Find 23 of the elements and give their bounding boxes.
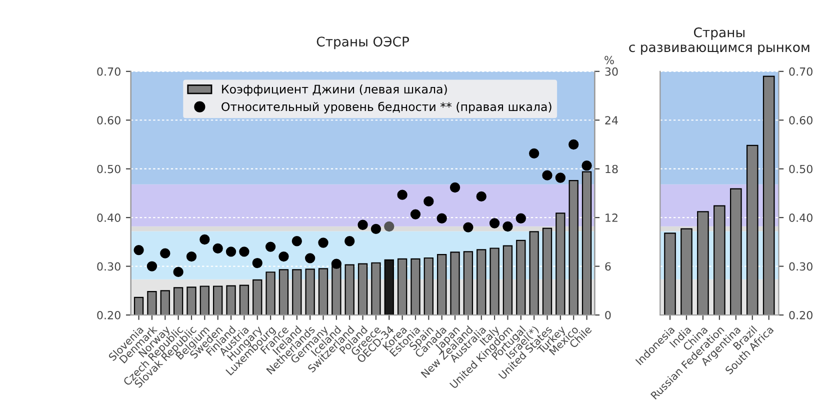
legend-label: Коэффициент Джини (левая шкала) bbox=[222, 84, 447, 96]
y-tick-label: 0.40 bbox=[97, 214, 120, 222]
y-tick-label: 0.30 bbox=[97, 262, 120, 271]
y2-tick-label: 30 bbox=[605, 67, 618, 76]
y-tick-label: 0.20 bbox=[97, 310, 120, 320]
y-tick-label: 0.50 bbox=[789, 164, 812, 174]
y2-tick-label: 18 bbox=[606, 164, 618, 174]
y-tick-label: 0.30 bbox=[789, 262, 812, 271]
y2-tick-label: 12 bbox=[606, 214, 618, 222]
y-tick-label: 0.60 bbox=[789, 116, 812, 124]
y2-tick-label: 24 bbox=[605, 116, 618, 124]
y2-tick-label: 0 bbox=[605, 310, 611, 320]
chart-title: Страны ОЭСР bbox=[316, 36, 410, 50]
chart-title: Страны с развивающимся рынком bbox=[629, 27, 810, 55]
y2-axis-title: % bbox=[604, 56, 614, 64]
y-tick-label: 0.70 bbox=[789, 67, 812, 76]
y-tick-label: 0.70 bbox=[97, 67, 120, 76]
legend-label: Относительный уровень бедности ** (правая шкала) bbox=[222, 102, 552, 114]
y-tick-label: 0.50 bbox=[97, 164, 120, 174]
y-tick-label: 0.20 bbox=[789, 310, 812, 320]
y2-tick-label: 6 bbox=[605, 262, 611, 271]
y-tick-label: 0.40 bbox=[789, 214, 812, 222]
y-tick-label: 0.60 bbox=[97, 116, 120, 124]
